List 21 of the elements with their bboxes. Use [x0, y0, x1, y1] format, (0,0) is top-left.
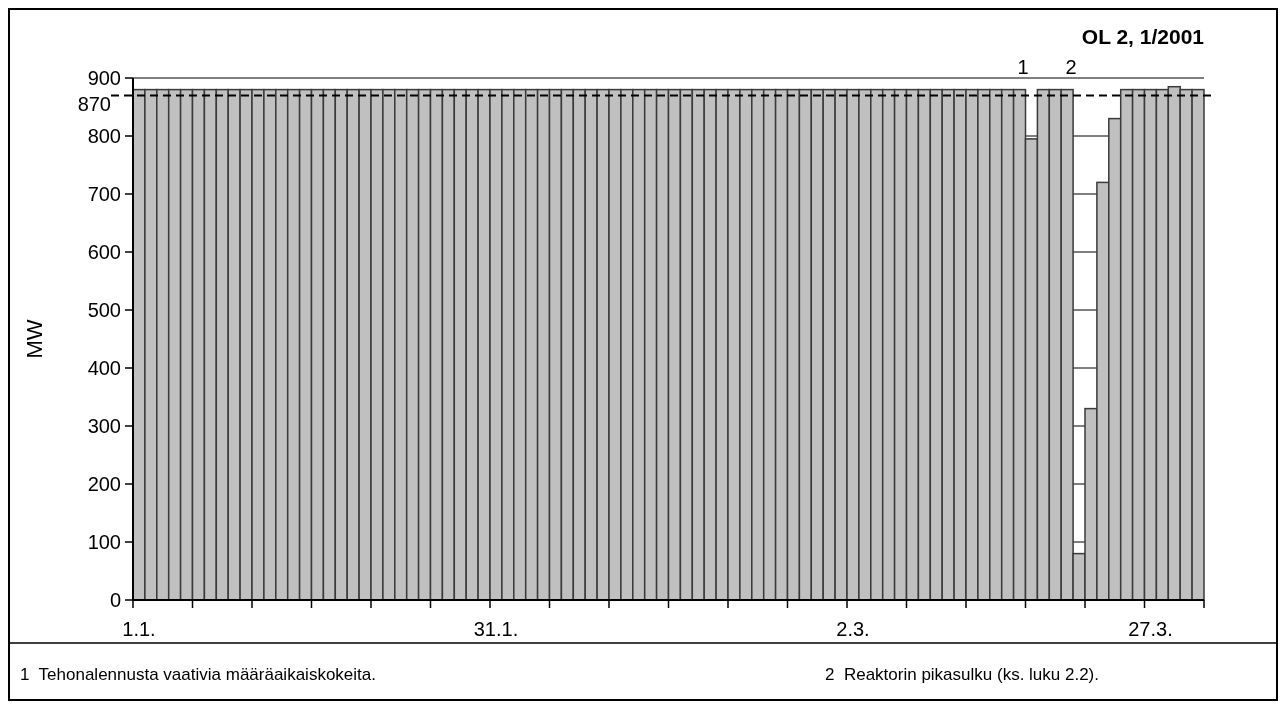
text: 1 Tehonalennusta vaativia määräaikaiskokeita.	[20, 665, 376, 684]
y-tick-label: 200	[87, 473, 121, 495]
y-tick-label: 700	[87, 183, 121, 205]
y-axis-title: MW	[22, 319, 47, 359]
y-tick-label: 100	[87, 531, 121, 553]
annotation: 2	[1065, 56, 1077, 78]
y-tick-label: 400	[87, 357, 121, 379]
y-tick-label: 800	[87, 125, 121, 147]
annotation: 1	[1017, 56, 1029, 78]
y-tick-label: 0	[109, 589, 121, 611]
x-tick-label: 31.1.	[473, 618, 519, 640]
text: 2 Reaktorin pikasulku (ks. luku 2.2).	[825, 665, 1100, 684]
x-tick-label: 27.3.	[1128, 618, 1173, 640]
y-tick-label: 600	[87, 241, 121, 263]
y-tick-label: 500	[87, 299, 121, 321]
ref-line-label: 870	[77, 93, 111, 116]
y-tick-label: 300	[87, 415, 121, 437]
chart-title: OL 2, 1/2001	[1081, 25, 1205, 48]
y-tick-label: 900	[87, 67, 121, 89]
x-tick-label: 1.1.	[122, 618, 156, 640]
x-tick-label: 2.3.	[836, 618, 870, 640]
